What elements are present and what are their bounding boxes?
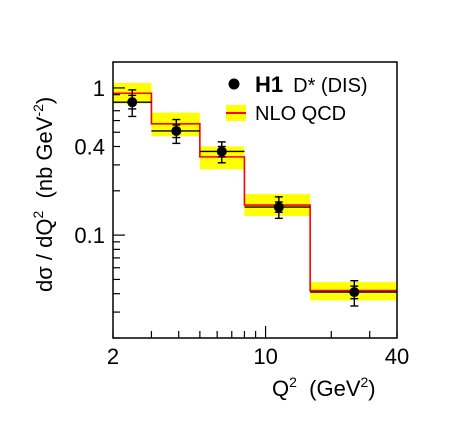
h1-data-points [113, 89, 397, 307]
y-tick-label: 0.4 [74, 134, 105, 159]
y-axis-label: dσ / dQ2 (nb GeV-2) [30, 97, 57, 292]
data-point-4 [310, 280, 397, 307]
data-marker [216, 146, 227, 157]
data-marker [171, 125, 182, 136]
data-point-1 [151, 118, 200, 145]
data-point-3 [244, 196, 311, 220]
data-point-2 [199, 141, 245, 164]
y-tick-label: 0.1 [74, 223, 105, 248]
axis-ticks [112, 87, 398, 339]
y-tick-label: 1 [93, 76, 105, 101]
x-tick-label: 40 [385, 344, 409, 369]
legend: H1 D* (DIS) NLO QCD [226, 72, 368, 125]
data-marker [273, 202, 284, 213]
legend-nlo-label: NLO QCD [255, 103, 346, 125]
data-marker [127, 97, 138, 108]
data-marker [349, 287, 360, 298]
x-axis-label: Q2 (GeV2) [272, 374, 376, 401]
x-tick-label: 2 [107, 344, 119, 369]
x-tick-label: 10 [253, 344, 277, 369]
legend-data-label: H1 D* (DIS) [255, 72, 368, 97]
axis-tick-labels: 2 10 40 0.1 0.4 1 [74, 76, 409, 369]
legend-data-marker [228, 78, 240, 90]
data-point-0 [113, 89, 152, 118]
